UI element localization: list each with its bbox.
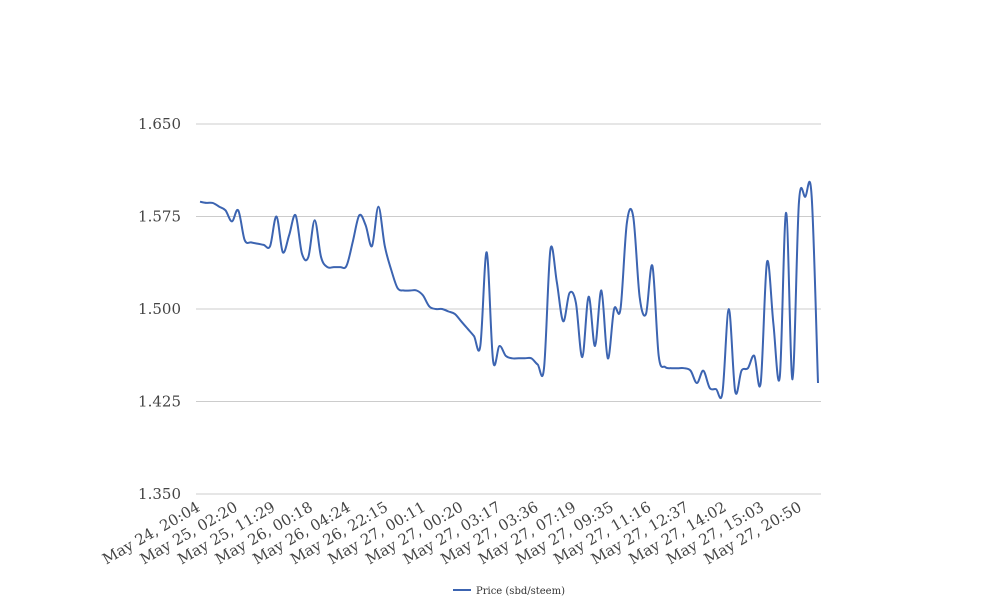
y-tick-label: 1.350	[138, 485, 181, 503]
y-tick-label: 1.500	[138, 300, 181, 318]
y-axis-ticks: 1.350 1.425 1.500 1.575 1.650	[138, 115, 181, 503]
series-group	[199, 180, 819, 400]
series-line-price	[199, 180, 819, 400]
legend-label: Price (sbd/steem)	[476, 586, 565, 597]
gridlines	[196, 123, 821, 495]
y-tick-label: 1.425	[138, 393, 181, 411]
y-tick-label: 1.650	[138, 115, 181, 133]
legend: Price (sbd/steem)	[453, 586, 565, 597]
y-tick-label: 1.575	[138, 208, 181, 226]
